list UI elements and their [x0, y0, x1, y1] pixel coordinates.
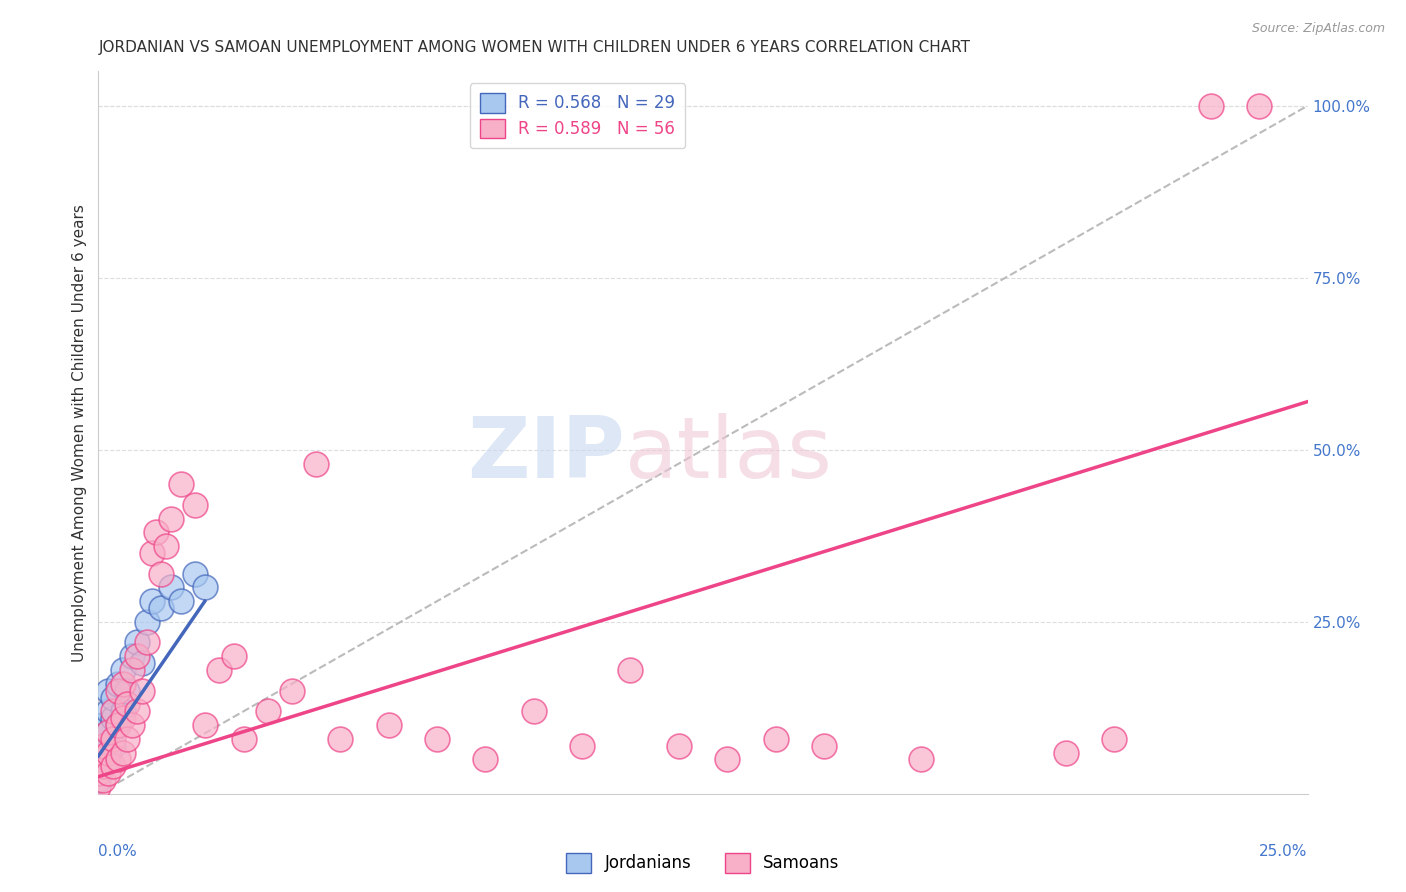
- Point: [87, 766, 110, 780]
- Point: [91, 746, 114, 760]
- Point: [1199, 99, 1222, 113]
- Point: [87, 752, 110, 766]
- Point: [111, 711, 134, 725]
- Point: [97, 725, 120, 739]
- Text: Source: ZipAtlas.com: Source: ZipAtlas.com: [1251, 22, 1385, 36]
- Point: [91, 731, 114, 746]
- Point: [716, 752, 738, 766]
- Point: [184, 498, 207, 512]
- Point: [131, 683, 153, 698]
- Point: [87, 780, 110, 794]
- Point: [281, 683, 304, 698]
- Point: [813, 739, 835, 753]
- Text: atlas: atlas: [624, 413, 832, 496]
- Point: [101, 690, 124, 705]
- Point: [668, 739, 690, 753]
- Point: [91, 759, 114, 773]
- Point: [377, 718, 399, 732]
- Point: [571, 739, 593, 753]
- Point: [107, 677, 129, 691]
- Point: [208, 663, 231, 677]
- Point: [91, 759, 114, 773]
- Point: [256, 704, 278, 718]
- Point: [97, 752, 120, 766]
- Text: ZIP: ZIP: [467, 413, 624, 496]
- Point: [474, 752, 496, 766]
- Point: [1054, 746, 1077, 760]
- Point: [97, 766, 120, 780]
- Point: [101, 731, 124, 746]
- Point: [135, 615, 157, 629]
- Text: 0.0%: 0.0%: [98, 845, 138, 860]
- Point: [232, 731, 254, 746]
- Point: [1249, 99, 1271, 113]
- Point: [131, 656, 153, 670]
- Point: [155, 539, 177, 553]
- Point: [107, 752, 129, 766]
- Text: 25.0%: 25.0%: [1260, 845, 1308, 860]
- Point: [305, 457, 328, 471]
- Point: [141, 546, 163, 560]
- Point: [910, 752, 932, 766]
- Point: [91, 718, 114, 732]
- Point: [87, 752, 110, 766]
- Point: [97, 746, 120, 760]
- Point: [101, 711, 124, 725]
- Point: [169, 477, 191, 491]
- Point: [111, 663, 134, 677]
- Legend: Jordanians, Samoans: Jordanians, Samoans: [560, 847, 846, 880]
- Point: [523, 704, 546, 718]
- Point: [145, 525, 167, 540]
- Point: [117, 683, 139, 698]
- Point: [160, 581, 183, 595]
- Point: [101, 759, 124, 773]
- Point: [765, 731, 787, 746]
- Point: [619, 663, 641, 677]
- Point: [194, 718, 217, 732]
- Point: [121, 718, 143, 732]
- Point: [169, 594, 191, 608]
- Point: [121, 649, 143, 664]
- Point: [97, 725, 120, 739]
- Point: [141, 594, 163, 608]
- Point: [127, 704, 149, 718]
- Point: [97, 704, 120, 718]
- Point: [111, 746, 134, 760]
- Point: [121, 663, 143, 677]
- Point: [1102, 731, 1125, 746]
- Point: [150, 601, 173, 615]
- Point: [107, 718, 129, 732]
- Point: [107, 683, 129, 698]
- Legend: R = 0.568   N = 29, R = 0.589   N = 56: R = 0.568 N = 29, R = 0.589 N = 56: [470, 83, 685, 148]
- Point: [117, 731, 139, 746]
- Point: [135, 635, 157, 649]
- Point: [426, 731, 449, 746]
- Point: [184, 566, 207, 581]
- Point: [127, 635, 149, 649]
- Point: [87, 773, 110, 788]
- Point: [91, 773, 114, 788]
- Point: [87, 766, 110, 780]
- Point: [194, 581, 217, 595]
- Point: [150, 566, 173, 581]
- Point: [127, 649, 149, 664]
- Point: [101, 704, 124, 718]
- Point: [91, 739, 114, 753]
- Point: [111, 704, 134, 718]
- Point: [222, 649, 245, 664]
- Point: [111, 677, 134, 691]
- Point: [329, 731, 352, 746]
- Point: [160, 511, 183, 525]
- Text: JORDANIAN VS SAMOAN UNEMPLOYMENT AMONG WOMEN WITH CHILDREN UNDER 6 YEARS CORRELA: JORDANIAN VS SAMOAN UNEMPLOYMENT AMONG W…: [98, 40, 970, 55]
- Point: [107, 718, 129, 732]
- Point: [117, 698, 139, 712]
- Y-axis label: Unemployment Among Women with Children Under 6 years: Unemployment Among Women with Children U…: [72, 203, 87, 662]
- Point: [97, 683, 120, 698]
- Point: [101, 739, 124, 753]
